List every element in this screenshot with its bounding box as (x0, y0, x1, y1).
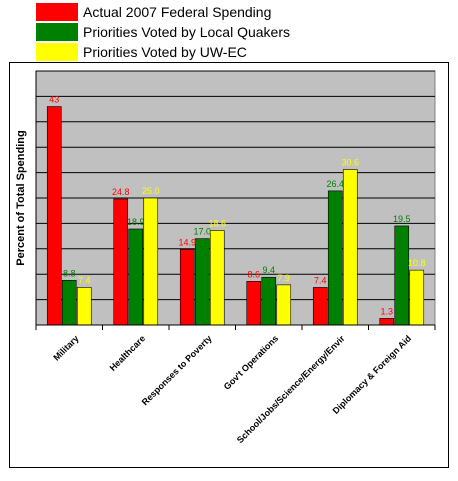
data-label: 25.0 (142, 186, 160, 196)
bar (246, 281, 262, 326)
x-tick-label: Responses to Poverty (140, 333, 214, 407)
data-label: 10.8 (408, 258, 426, 268)
bar (261, 276, 277, 326)
bar (76, 287, 92, 326)
data-label: 26.4 (326, 179, 344, 189)
bar (113, 198, 129, 326)
data-label: 17.0 (193, 227, 211, 237)
legend-item-uwec: Priorities Voted by UW-EC (36, 42, 290, 62)
legend-swatch-green (36, 23, 78, 41)
bar-chart: 438.87.424.818.925.014.917.018.68.6 9.47.… (15, 70, 436, 445)
legend-label-uwec: Priorities Voted by UW-EC (83, 44, 247, 60)
bar (128, 228, 144, 326)
data-label: 1.3 (380, 306, 393, 316)
chart-legend: Actual 2007 Federal Spending Priorities … (36, 2, 290, 62)
bar (327, 190, 343, 326)
bar (194, 238, 210, 326)
data-label: 43 (49, 95, 59, 105)
data-label: 8.8 (63, 268, 76, 278)
x-tick-label: Diplomacy & Foreign Aid (331, 333, 414, 416)
data-label: 7.9 (277, 273, 290, 283)
bar (46, 106, 62, 326)
x-ticks (35, 325, 436, 330)
data-label: 18.6 (208, 219, 226, 229)
bar (61, 279, 77, 326)
bar (276, 284, 292, 326)
bar (143, 197, 159, 326)
gridlines (36, 70, 435, 301)
data-label: 18.9 (127, 217, 145, 227)
bar (179, 249, 195, 326)
bar (342, 169, 358, 326)
legend-label-quakers: Priorities Voted by Local Quakers (83, 24, 290, 40)
legend-item-actual: Actual 2007 Federal Spending (36, 2, 290, 22)
legend-item-quakers: Priorities Voted by Local Quakers (36, 22, 290, 42)
value-labels: 438.87.424.818.925.014.917.018.68.6 9.47.… (49, 95, 425, 317)
x-tick-label: Military (51, 333, 80, 362)
data-label: 19.5 (393, 214, 411, 224)
bar (209, 230, 225, 326)
y-axis-label: Percent of Total Spending (15, 130, 27, 265)
data-label: 24.8 (112, 187, 130, 197)
bar (394, 225, 410, 326)
data-label: 7.4 (78, 275, 91, 285)
data-label: 7.4 (314, 275, 327, 285)
legend-swatch-yellow (36, 43, 78, 61)
data-label: 14.9 (178, 237, 196, 247)
bars (46, 106, 425, 326)
legend-swatch-red (36, 3, 78, 21)
bar (312, 287, 328, 326)
data-label: 8.6 (247, 269, 260, 279)
data-label: 30.6 (341, 158, 359, 168)
bar (379, 318, 395, 326)
x-tick-label: Gov't Operations (222, 333, 280, 391)
data-label: 9.4 (262, 265, 275, 275)
x-tick-label: Healthcare (108, 333, 148, 373)
chart-frame: 43 8.8 7.4 24.8 18.9 25.0 14.9 17.0 18.6 8.6 9.4 7.… (9, 62, 449, 468)
bar (409, 269, 425, 326)
x-tick-label: School/Jobs/Science/Energy/Envir (235, 333, 347, 445)
legend-label-actual: Actual 2007 Federal Spending (83, 4, 272, 20)
